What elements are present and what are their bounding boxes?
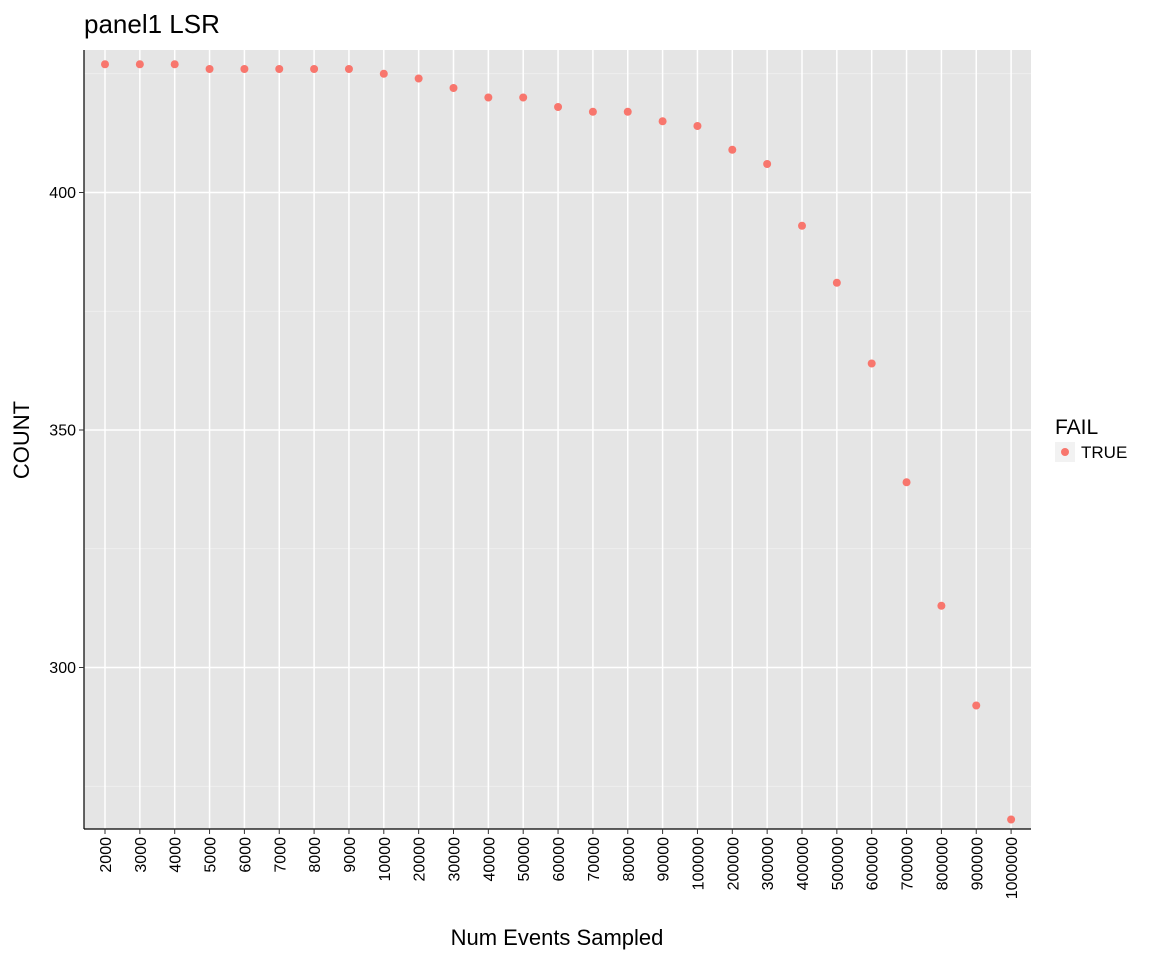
- data-point: [275, 65, 284, 73]
- x-tick-label: 20000: [412, 837, 429, 882]
- data-point: [623, 107, 632, 116]
- x-tick-label: 10000: [377, 837, 394, 882]
- data-point: [832, 278, 841, 287]
- data-point: [658, 117, 667, 126]
- legend-title: FAIL: [1055, 416, 1098, 439]
- legend-label: TRUE: [1081, 443, 1127, 462]
- data-point: [554, 103, 563, 111]
- y-tick-label: 350: [49, 423, 76, 440]
- data-point: [937, 601, 946, 610]
- data-point: [728, 145, 737, 154]
- data-points: [101, 60, 1016, 824]
- x-tick-label: 900000: [969, 837, 986, 890]
- data-point: [414, 74, 423, 83]
- data-point: [170, 60, 179, 69]
- data-point: [1007, 815, 1016, 824]
- x-tick-label: 80000: [621, 837, 638, 882]
- data-point: [484, 93, 493, 102]
- x-tick-label: 5000: [203, 837, 220, 873]
- x-tick-label: 40000: [481, 837, 498, 882]
- data-point: [588, 107, 597, 116]
- x-tick-label: 30000: [447, 837, 464, 882]
- x-tick-label: 60000: [551, 837, 568, 882]
- x-tick-label: 3000: [133, 837, 150, 873]
- y-axis-ticks: 300 350 400: [49, 185, 84, 677]
- data-point: [798, 221, 806, 230]
- x-tick-label: 100000: [690, 837, 707, 890]
- data-point: [449, 84, 458, 92]
- data-point: [344, 65, 353, 73]
- x-tick-label: 8000: [307, 837, 324, 873]
- legend-key-point: [1061, 448, 1069, 456]
- chart-title: panel1 LSR: [84, 9, 220, 39]
- major-gridlines: [84, 50, 1031, 829]
- x-tick-label: 90000: [656, 837, 673, 882]
- x-tick-label: 200000: [725, 837, 742, 890]
- data-point: [240, 65, 249, 73]
- x-tick-label: 4000: [168, 837, 185, 873]
- data-point: [693, 122, 702, 130]
- x-tick-label: 70000: [586, 837, 603, 882]
- x-tick-label: 700000: [900, 837, 917, 890]
- data-point: [763, 160, 772, 168]
- x-axis-ticks: 2000 3000 4000 5000 6000 7000 8000 9000 10000 200…: [98, 829, 1021, 899]
- y-tick-label: 400: [49, 185, 76, 202]
- data-point: [135, 60, 144, 69]
- x-tick-label: 9000: [342, 837, 359, 873]
- x-tick-label: 400000: [795, 837, 812, 890]
- data-point: [902, 478, 911, 487]
- x-tick-label: 6000: [237, 837, 254, 873]
- x-tick-label: 500000: [830, 837, 847, 890]
- data-point: [101, 60, 109, 69]
- axes: [83, 50, 1031, 830]
- x-tick-label: 1000000: [1004, 837, 1021, 899]
- y-tick-label: 300: [49, 660, 76, 677]
- data-point: [205, 65, 214, 73]
- data-point: [972, 701, 981, 710]
- x-axis-title: Num Events Sampled: [451, 925, 664, 950]
- y-axis-title: COUNT: [9, 401, 34, 479]
- x-tick-label: 300000: [760, 837, 777, 890]
- legend: FAIL TRUE: [1055, 416, 1127, 462]
- x-tick-label: 7000: [272, 837, 289, 873]
- data-point: [379, 69, 388, 78]
- x-tick-label: 2000: [98, 837, 115, 873]
- data-point: [519, 93, 528, 102]
- data-point: [310, 65, 319, 73]
- x-tick-label: 600000: [865, 837, 882, 890]
- data-point: [867, 359, 876, 368]
- x-tick-label: 50000: [516, 837, 533, 882]
- x-tick-label: 800000: [934, 837, 951, 890]
